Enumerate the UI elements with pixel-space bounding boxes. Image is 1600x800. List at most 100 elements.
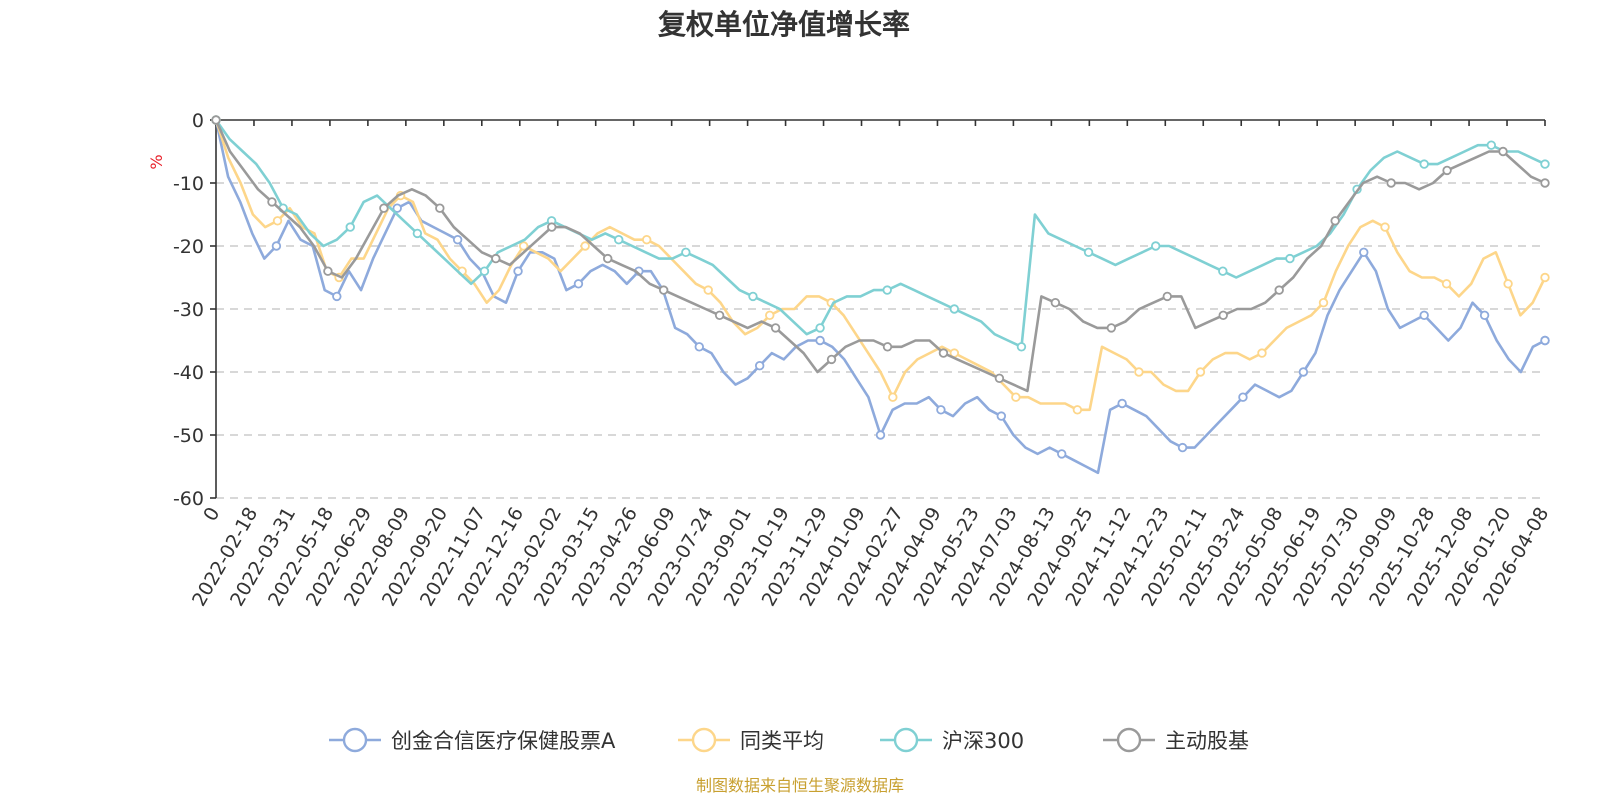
data-point	[1479, 310, 1490, 320]
data-point	[412, 228, 423, 239]
data-point	[1072, 405, 1083, 415]
data-point	[1486, 140, 1497, 150]
data-point	[694, 342, 704, 352]
data-point	[1540, 272, 1550, 283]
legend-label: 同类平均	[740, 729, 824, 753]
data-point	[1238, 392, 1248, 402]
y-tick-label: -50	[173, 425, 204, 447]
series-group	[211, 115, 1550, 475]
data-point	[573, 279, 584, 289]
y-tick-label: -40	[173, 362, 204, 384]
data-point	[1441, 279, 1452, 289]
data-point	[1386, 178, 1396, 188]
data-point	[1150, 241, 1161, 251]
y-tick-label: -20	[173, 236, 204, 258]
series-group	[211, 115, 1550, 352]
data-point	[1285, 253, 1295, 264]
data-point	[754, 361, 765, 371]
data-point	[949, 304, 960, 314]
y-tick-label: -30	[173, 299, 204, 321]
data-point	[479, 266, 490, 276]
data-point	[1050, 298, 1061, 308]
legend[interactable]: 创金合信医疗保健股票A 同类平均 沪深300 主动股基	[329, 727, 1249, 753]
data-point	[882, 285, 892, 295]
series-line	[214, 118, 1547, 393]
data-point	[272, 216, 283, 226]
data-point	[765, 310, 775, 320]
legend-marker-icon	[691, 727, 717, 753]
data-point	[518, 241, 529, 251]
legend-item[interactable]: 主动股基	[1103, 727, 1249, 753]
data-point	[1117, 398, 1127, 409]
data-point	[491, 253, 501, 264]
series-group	[211, 115, 1550, 415]
data-point	[603, 253, 613, 264]
data-point	[1498, 146, 1508, 157]
data-point	[938, 348, 949, 358]
data-point	[267, 197, 277, 207]
legend-label: 沪深300	[942, 729, 1024, 753]
data-point	[1503, 279, 1513, 289]
data-point	[1419, 310, 1429, 320]
data-point	[1380, 222, 1390, 232]
data-point	[641, 234, 652, 245]
data-point	[435, 203, 445, 213]
data-point	[826, 354, 837, 365]
series-lines	[211, 115, 1550, 475]
data-point	[1016, 342, 1027, 352]
data-source-note: 制图数据来自恒生聚源数据库	[696, 776, 904, 795]
legend-item[interactable]: 同类平均	[678, 727, 824, 753]
data-point	[1057, 449, 1067, 459]
series-line	[214, 118, 1547, 475]
legend-label: 主动股基	[1165, 729, 1249, 753]
data-point	[1195, 367, 1206, 377]
data-point	[748, 291, 758, 302]
legend-label: 创金合信医疗保健股票A	[391, 729, 616, 753]
data-point	[1257, 348, 1267, 358]
data-point	[379, 203, 389, 213]
data-point	[770, 323, 781, 333]
data-point	[1011, 392, 1021, 402]
y-tick-label: 0	[192, 110, 204, 132]
legend-marker-icon	[893, 727, 919, 753]
data-point	[1298, 367, 1309, 377]
data-point	[882, 342, 893, 352]
x-tick-label: 0	[199, 504, 224, 525]
data-point	[888, 392, 898, 402]
data-point	[614, 234, 624, 245]
data-point	[1106, 323, 1117, 333]
data-point	[513, 266, 523, 276]
data-point	[936, 405, 946, 415]
legend-marker-icon	[1116, 727, 1142, 753]
data-point	[1419, 159, 1429, 169]
data-point	[271, 241, 282, 251]
data-point	[332, 291, 342, 302]
axes: 0-10-20-30-40-50-6002022-02-182022-03-31…	[173, 110, 1553, 610]
data-point	[392, 203, 402, 213]
legend-item[interactable]: 创金合信医疗保健股票A	[329, 727, 616, 753]
chart-title: 复权单位净值增长率	[658, 8, 910, 41]
data-point	[1218, 266, 1228, 276]
data-point	[1359, 247, 1369, 257]
data-point	[1540, 335, 1550, 346]
data-point	[714, 310, 725, 320]
data-point	[1318, 298, 1329, 308]
y-tick-label: -10	[173, 173, 204, 195]
data-point	[1083, 247, 1094, 257]
data-point	[547, 222, 557, 232]
data-point	[1442, 165, 1452, 176]
data-point	[1218, 310, 1228, 320]
data-point	[681, 247, 691, 257]
y-tick-label: -60	[173, 488, 204, 510]
legend-item[interactable]: 沪深300	[880, 727, 1024, 753]
data-point	[1177, 442, 1188, 453]
data-point	[1134, 367, 1144, 377]
data-point	[345, 222, 355, 232]
data-point	[323, 266, 333, 276]
data-point	[1330, 216, 1340, 226]
data-point	[703, 285, 713, 295]
data-point	[211, 115, 221, 125]
data-point	[815, 323, 825, 333]
